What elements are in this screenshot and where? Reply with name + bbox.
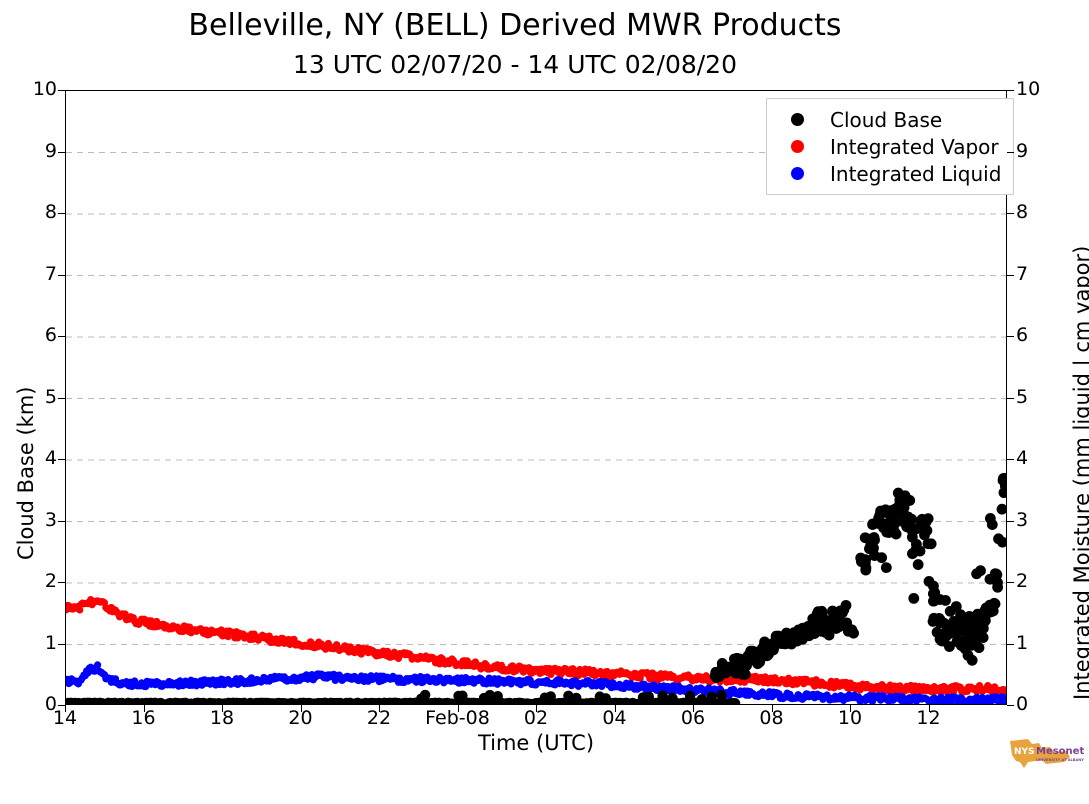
y-tick-label-right: 9 (1016, 139, 1029, 162)
y-tick-mark-left (58, 520, 65, 522)
x-tick-label: 08 (759, 707, 784, 729)
series-cloud-base (66, 472, 1006, 704)
y-tick-mark-right (1007, 397, 1014, 399)
y-tick-mark-right (1007, 643, 1014, 645)
y-tick-mark-left (58, 336, 65, 338)
y-tick-label-left: 6 (44, 324, 57, 346)
chart-legend[interactable]: Cloud Base Integrated Vapor Integrated Liq… (766, 98, 1015, 195)
y-tick-label-left: 3 (44, 508, 57, 531)
y-tick-mark-right (1007, 705, 1014, 707)
x-tick-mark (771, 705, 773, 712)
x-tick-label: 18 (209, 707, 235, 729)
series-integrated-vapor (66, 595, 1006, 696)
x-tick-mark (850, 705, 852, 712)
legend-item-label: Cloud Base (830, 107, 943, 132)
x-tick-mark (143, 705, 145, 712)
y-tick-mark-right (1007, 274, 1014, 276)
y-tick-label-left: 4 (44, 447, 57, 469)
legend-item[interactable]: Integrated Liquid (777, 160, 1001, 187)
x-tick-label: 04 (602, 707, 627, 729)
y-tick-mark-left (58, 213, 65, 215)
y-tick-label-left: 5 (44, 385, 57, 408)
legend-item[interactable]: Integrated Vapor (777, 133, 1001, 160)
y-tick-label-left: 1 (44, 631, 57, 654)
x-tick-mark (536, 705, 538, 712)
y-tick-mark-left (58, 151, 65, 153)
page-subtitle: 13 UTC 02/07/20 - 14 UTC 02/08/20 (292, 50, 737, 79)
logo-mesonet-text: Mesonet (1036, 746, 1084, 757)
y-tick-label-left: 10 (32, 78, 57, 100)
x-tick-label: 12 (916, 707, 941, 729)
plot-canvas (66, 152, 1006, 704)
x-tick-label: Feb-08 (425, 707, 490, 729)
y-tick-mark-left (58, 582, 65, 584)
y-axis-right-label: Integrated Moisture (mm liquid | cm vapo… (1070, 245, 1089, 700)
y-tick-mark-left (58, 705, 65, 707)
logo-university-text: UNIVERSITY AT ALBANY (1036, 758, 1084, 762)
logo-nys-text: NYS (1014, 747, 1035, 757)
new-york-state-shape (1010, 739, 1070, 768)
legend-marker-icon (791, 140, 804, 153)
y-tick-label-right: 3 (1016, 508, 1029, 531)
y-tick-label-right: 6 (1016, 324, 1029, 346)
y-tick-label-left: 2 (44, 570, 57, 592)
legend-item-label: Integrated Vapor (830, 134, 999, 159)
y-tick-label-right: 7 (1016, 262, 1029, 285)
y-tick-mark-right (1007, 90, 1014, 92)
y-tick-label-right: 0 (1016, 693, 1029, 715)
x-tick-label: 16 (131, 707, 156, 729)
x-tick-label: 10 (837, 707, 863, 729)
y-tick-mark-left (58, 459, 65, 461)
x-tick-mark (457, 705, 459, 712)
y-tick-label-right: 5 (1016, 385, 1029, 408)
y-tick-mark-right (1007, 459, 1014, 461)
y-tick-label-left: 7 (44, 262, 57, 285)
x-tick-mark (300, 705, 302, 712)
y-tick-label-left: 9 (44, 139, 57, 162)
y-tick-label-right: 4 (1016, 447, 1029, 469)
y-tick-label-right: 8 (1016, 201, 1029, 223)
y-tick-mark-left (58, 90, 65, 92)
page-title: Belleville, NY (BELL) Derived MWR Produc… (188, 8, 842, 43)
y-tick-mark-left (58, 397, 65, 399)
x-tick-label: 20 (288, 707, 313, 729)
nys-mesonet-logo: NYS Mesonet UNIVERSITY AT ALBANY (1010, 739, 1084, 768)
y-tick-mark-left (58, 274, 65, 276)
x-tick-label: 02 (523, 707, 549, 729)
x-tick-label: 14 (52, 707, 78, 729)
x-tick-mark (693, 705, 695, 712)
y-tick-mark-right (1007, 336, 1014, 338)
x-tick-mark (65, 705, 67, 712)
x-tick-label: 06 (680, 707, 706, 729)
legend-marker-icon (791, 167, 804, 180)
y-axis-left-label: Cloud Base (km) (14, 386, 38, 560)
x-tick-mark (928, 705, 930, 712)
y-tick-mark-right (1007, 151, 1014, 153)
x-tick-mark (614, 705, 616, 712)
series-integrated-liquid (66, 661, 1006, 704)
legend-item[interactable]: Cloud Base (777, 106, 1001, 133)
x-axis-label: Time (UTC) (477, 731, 595, 755)
y-tick-label-right: 1 (1016, 631, 1029, 654)
x-tick-mark (379, 705, 381, 712)
y-tick-label-left: 0 (44, 693, 57, 715)
y-tick-label-right: 10 (1016, 78, 1041, 100)
legend-marker-icon (791, 113, 804, 126)
x-tick-label: 22 (366, 707, 392, 729)
y-tick-label-right: 2 (1016, 570, 1029, 592)
y-tick-mark-left (58, 643, 65, 645)
legend-item-label: Integrated Liquid (830, 161, 1002, 186)
x-tick-mark (222, 705, 224, 712)
y-tick-mark-right (1007, 582, 1014, 584)
y-tick-mark-right (1007, 520, 1014, 522)
y-tick-label-left: 8 (44, 201, 57, 223)
y-tick-mark-right (1007, 213, 1014, 215)
